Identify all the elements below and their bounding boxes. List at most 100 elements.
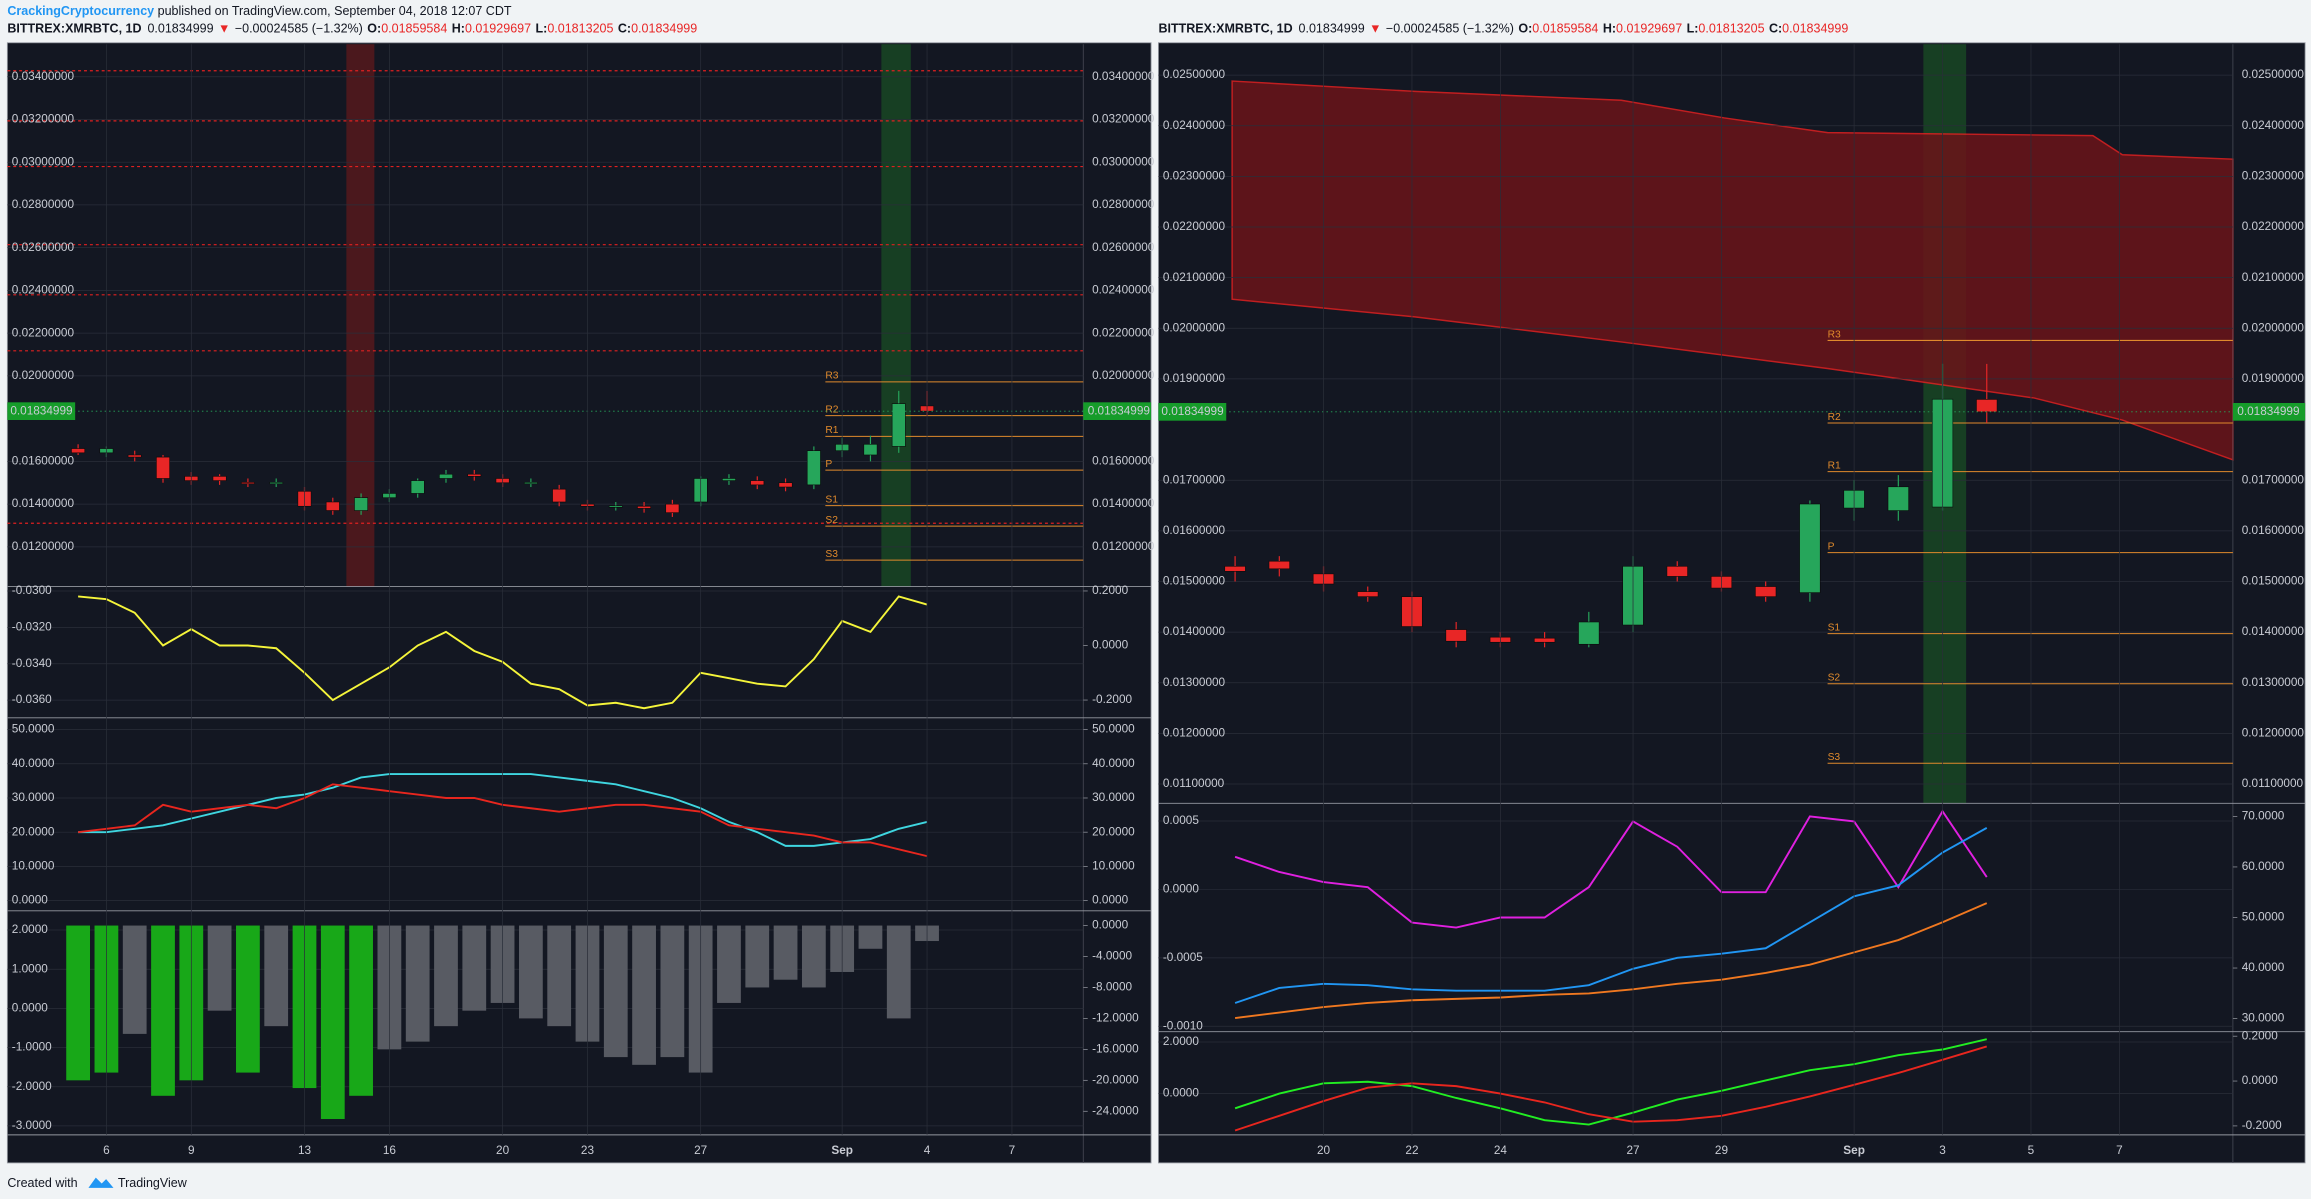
price-badge	[1158, 403, 1227, 421]
y-tick-label: 0.01600000	[1092, 454, 1155, 467]
y-tick-label: 0.02300000	[1163, 169, 1226, 182]
y2-tick-label: 30.0000	[1092, 791, 1135, 804]
histogram-bar	[462, 925, 487, 1011]
histogram-bar	[207, 925, 232, 1011]
candle-body	[467, 473, 482, 477]
ohlc-label: O:	[367, 22, 381, 36]
y2-tick-label: -0.2000	[2242, 1119, 2282, 1132]
y-tick-label: 0.02600000	[1092, 241, 1155, 254]
indicator-line	[1234, 902, 1988, 1019]
pivot-label: S1	[1828, 622, 1841, 633]
y-tick-label: 0.01500000	[1163, 575, 1226, 588]
price-badge	[2232, 403, 2306, 421]
histogram-bar	[122, 925, 147, 1034]
y-tick-label: 0.01700000	[2242, 473, 2305, 486]
candle-body	[523, 482, 538, 485]
histogram-bar	[745, 925, 770, 988]
y2-tick-label: 60.0000	[2242, 860, 2285, 873]
y-tick-label: 0.02100000	[2242, 271, 2305, 284]
y-tick-label: 0.01400000	[1163, 625, 1226, 638]
price-badge-label: 0.01834999	[2237, 405, 2299, 418]
candle-body	[1533, 637, 1556, 643]
histogram-bar	[434, 925, 458, 1027]
y2-tick-label: -20.0000	[1092, 1073, 1139, 1086]
candle-body	[1578, 621, 1600, 645]
candle-body	[325, 501, 340, 511]
candle-body	[1887, 486, 1909, 511]
y-tick-label: 0.02200000	[1092, 326, 1155, 339]
y-tick-label: -0.0300	[12, 584, 52, 597]
histogram-bar	[801, 925, 826, 988]
y-tick-label: 0.01600000	[1163, 524, 1226, 537]
ohlc-value: 0.01834999	[1782, 22, 1848, 36]
y-tick-label: 0.01500000	[2242, 575, 2305, 588]
y2-tick-label: -4.0000	[1092, 950, 1132, 963]
x-tick-label: 13	[298, 1144, 312, 1157]
ohlc-value: 0.01813205	[547, 22, 613, 36]
y-tick-label: -1.0000	[12, 1041, 52, 1054]
y-tick-label: 0.01400000	[2242, 625, 2305, 638]
histogram-bar	[264, 925, 289, 1027]
y2-tick-label: 0.0000	[1092, 639, 1128, 652]
y2-tick-label: 40.0000	[1092, 757, 1135, 770]
ohlc-label: L:	[536, 22, 548, 36]
y-tick-label: 0.01900000	[2242, 372, 2305, 385]
candle-body	[552, 488, 567, 503]
footer-created: Created with	[7, 1176, 77, 1190]
y2-tick-label: 40.0000	[2242, 961, 2285, 974]
candle-body	[637, 505, 652, 509]
histogram-bar	[66, 925, 90, 1081]
y-tick-label: 0.0005	[1163, 814, 1199, 827]
author-link[interactable]: CrackingCryptocurrency	[7, 4, 154, 18]
y2-tick-label: -12.0000	[1092, 1012, 1139, 1025]
x-tick-label: 7	[1009, 1144, 1016, 1157]
candle-body	[806, 450, 821, 486]
histogram-bar	[151, 925, 175, 1096]
pivot-label: R2	[825, 404, 838, 415]
y-tick-label: 2.0000	[12, 923, 48, 936]
footer-brand[interactable]: TradingView	[118, 1176, 188, 1190]
histogram-bar	[858, 925, 883, 949]
candle-body	[156, 456, 170, 479]
y-tick-label: 0.02100000	[1163, 271, 1226, 284]
candle-body	[863, 443, 878, 456]
y2-tick-label: -24.0000	[1092, 1104, 1139, 1117]
histogram-bar	[603, 925, 628, 1058]
pivot-label: S3	[1828, 752, 1841, 763]
ohlc-label: C:	[618, 22, 631, 36]
price-badge-label: 0.01834999	[10, 404, 72, 417]
y-tick-label: 0.02000000	[1092, 369, 1155, 382]
y-tick-label: 40.0000	[12, 757, 55, 770]
candle-body	[1445, 629, 1467, 642]
x-tick-label: 27	[1626, 1144, 1639, 1157]
y-tick-label: 0.01200000	[1163, 726, 1226, 739]
pivot-label: S2	[1828, 673, 1841, 684]
x-tick-label: 22	[1405, 1144, 1418, 1157]
candle-body	[127, 454, 142, 458]
y-tick-label: 0.01100000	[2242, 777, 2304, 790]
x-tick-label: 7	[2116, 1144, 2123, 1157]
x-tick-label: 27	[694, 1144, 707, 1157]
y-tick-label: 1.0000	[12, 962, 48, 975]
y-tick-label: 0.02200000	[1163, 220, 1226, 233]
y2-tick-label: 10.0000	[1092, 859, 1135, 872]
pivot-label: R3	[1828, 329, 1841, 340]
x-tick-label: Sep	[831, 1144, 853, 1157]
price-badge-label: 0.01834999	[1161, 405, 1223, 418]
resistance-lines	[7, 70, 1084, 524]
ohlc-value: 0.01929697	[465, 22, 531, 36]
price-badge-label: 0.01834999	[1088, 404, 1150, 417]
histogram-bar	[236, 925, 260, 1073]
y-tick-label: 0.01200000	[2242, 726, 2305, 739]
pivot-label: P	[825, 459, 832, 470]
y-tick-label: 10.0000	[12, 859, 55, 872]
y-tick-label: -0.0320	[12, 620, 52, 633]
pivot-label: R1	[825, 425, 838, 436]
candle-body	[354, 497, 369, 511]
y2-tick-label: 30.0000	[2242, 1012, 2285, 1025]
indicator-line	[1234, 1045, 1988, 1132]
y2-tick-label: 50.0000	[2242, 911, 2285, 924]
last-price: 0.01834999	[147, 22, 213, 36]
ohlc-value: 0.01929697	[1616, 22, 1682, 36]
